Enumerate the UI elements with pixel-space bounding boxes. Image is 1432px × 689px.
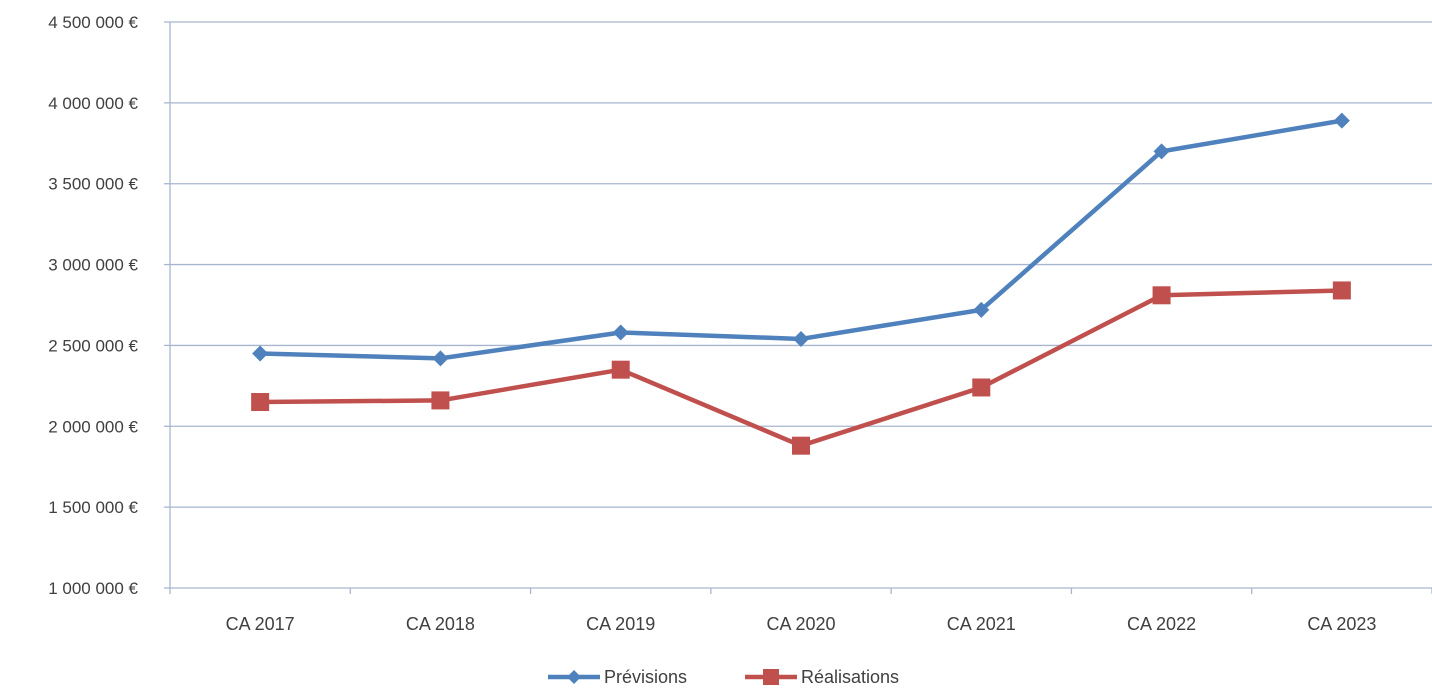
series-line [257,288,1345,448]
x-axis-ticks: CA 2017 CA 2018 CA 2019 CA 2020 CA 2021 CA 20… [226,614,1377,634]
y-tick-label: 2 000 000 € [48,417,138,436]
data-point [252,345,269,362]
data-point [251,393,270,412]
legend: Prévisions Réalisations [548,667,899,687]
x-tick-label: CA 2023 [1307,614,1376,634]
x-tick-label: CA 2020 [766,614,835,634]
legend-item-1: Prévisions [548,667,687,687]
y-tick-label: 2 500 000 € [48,336,138,355]
legend-item-2: Réalisations [745,667,899,687]
series-1 [252,112,1350,367]
y-tick-label: 3 500 000 € [48,175,138,194]
legend-label: Prévisions [604,667,687,687]
y-tick-label: 4 500 000 € [48,13,138,32]
data-point [431,391,450,410]
x-tick-label: CA 2021 [947,614,1016,634]
x-tick-label: CA 2017 [226,614,295,634]
data-point [1153,143,1170,160]
series-group [251,112,1351,455]
axes [164,21,1432,594]
data-point [793,330,809,347]
x-tick-label: CA 2022 [1127,614,1196,634]
gridlines [170,21,1432,508]
x-tick-label: CA 2018 [406,614,475,634]
y-tick-label: 1 000 000 € [48,579,138,598]
data-point [1152,286,1171,305]
data-point [972,378,991,397]
x-tick-label: CA 2019 [586,614,655,634]
legend-label: Réalisations [801,667,899,687]
data-point [792,436,810,455]
y-tick-label: 4 000 000 € [48,94,138,113]
series-line [257,118,1345,361]
series-2 [251,281,1351,455]
data-point [1333,112,1350,129]
y-axis-ticks: 1 000 000 € 1 500 000 € 2 000 000 € 2 500 0… [48,13,138,598]
legend-marker [763,669,779,685]
data-point [612,324,629,341]
data-point [973,301,990,318]
y-tick-label: 1 500 000 € [48,498,138,517]
data-point [1332,281,1351,300]
data-point [432,350,449,367]
legend-marker [567,670,581,684]
data-point [611,360,630,379]
y-tick-label: 3 000 000 € [48,256,138,275]
